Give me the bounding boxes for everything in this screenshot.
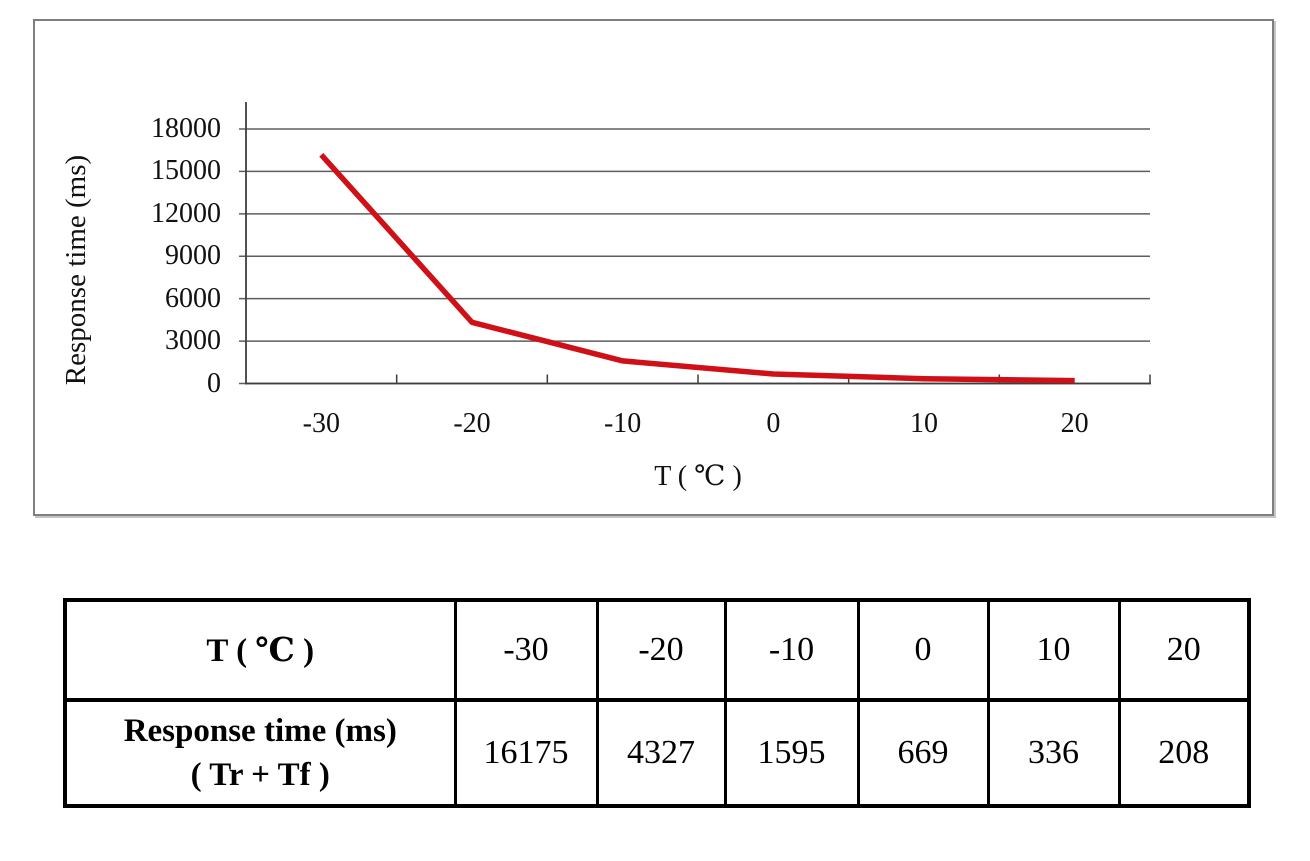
y-tick-label-15000: 15000 [151, 155, 221, 187]
table-temperature-cell: 0 [856, 598, 990, 702]
y-tick-label-6000: 6000 [165, 282, 221, 314]
x-tick-label--20: -20 [453, 408, 491, 439]
table-header-row: T ( ℃ ) -30 -20 -10 0 10 20 [63, 598, 1251, 702]
x-tick-label-0: 0 [766, 408, 781, 439]
x-tick-label-10: 10 [910, 408, 938, 439]
x-axis-title: T ( ℃ ) [654, 461, 742, 492]
table-value-row: Response time (ms) ( Tr + Tf ) 16175 4327… [63, 698, 1251, 808]
y-tick-label-0: 0 [207, 367, 221, 399]
x-tick-label--30: -30 [302, 408, 340, 439]
table-response-time-label: Response time (ms) ( Tr + Tf ) [63, 698, 457, 808]
table-response-time-cell: 16175 [453, 698, 599, 808]
table-temperature-cell: -30 [453, 598, 599, 702]
y-tick-label-12000: 12000 [151, 197, 221, 229]
y-axis-title: Response time (ms) [60, 154, 92, 386]
table-response-time-label-line1: Response time (ms) [123, 713, 397, 749]
x-tick-label-20: 20 [1060, 408, 1089, 439]
table-temperature-cell: -20 [595, 598, 727, 702]
table-temperature-cell: 10 [986, 598, 1121, 702]
y-tick-label-18000: 18000 [151, 113, 221, 144]
y-tick-label-3000: 3000 [165, 325, 221, 357]
table-response-time-cell: 4327 [595, 698, 727, 808]
table-response-time-cell: 669 [856, 698, 990, 808]
table-response-time-cell: 208 [1117, 698, 1251, 808]
table-response-time-cell: 1595 [723, 698, 860, 808]
table-temperature-cell: -10 [723, 598, 860, 702]
table-response-time-label-line2: ( Tr + Tf ) [190, 757, 330, 793]
response-time-table: T ( ℃ ) -30 -20 -10 0 10 20 Response time (ms… [63, 598, 1251, 808]
y-tick-label-9000: 9000 [165, 240, 221, 272]
x-tick-label--10: -10 [603, 408, 642, 439]
table-temperature-cell: 20 [1117, 598, 1251, 702]
table-header-temperature-label: T ( ℃ ) [63, 598, 457, 702]
table-response-time-cell: 336 [986, 698, 1121, 808]
